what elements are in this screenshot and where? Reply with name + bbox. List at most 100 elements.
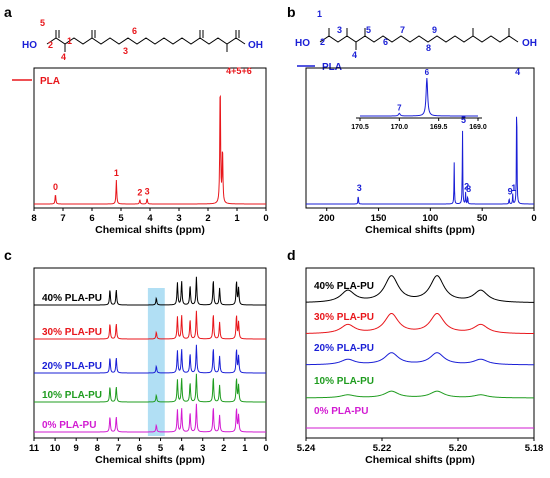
plot-frame: [305, 267, 535, 439]
structure-a: HO OH 5 2 1 4 3 6: [22, 18, 263, 62]
x-tick-label: 2: [205, 213, 210, 224]
legend-label-a: PLA: [40, 76, 60, 87]
x-tick-label: 3: [176, 213, 181, 224]
x-tick-label: 11: [29, 443, 40, 454]
peak-label: 4: [515, 67, 520, 77]
panel-label-d: d: [287, 247, 296, 263]
struct-a-num: 1: [67, 36, 72, 46]
x-tick-label: 0: [263, 213, 268, 224]
x-tick-label: 6: [89, 213, 94, 224]
struct-a-oh: OH: [248, 40, 263, 51]
spectrum-0: [305, 275, 534, 303]
peak-label: 1: [511, 183, 516, 193]
series-label: 20% PLA-PU: [42, 361, 102, 372]
chart-d: 5.24 5.22 5.20 5.18 Chemical shifts (ppm) 40%…: [297, 267, 544, 466]
peak-label: 8: [466, 184, 471, 194]
struct-b-num: 9: [432, 25, 437, 35]
series-label: 10% PLA-PU: [314, 376, 374, 387]
series-label: 40% PLA-PU: [42, 293, 102, 304]
x-tick-label: 7: [116, 443, 121, 454]
plot-frame: [305, 67, 535, 209]
x-tick-label: 10: [50, 443, 61, 454]
x-axis-label: Chemical shifts (ppm): [365, 454, 475, 466]
series-label: 0% PLA-PU: [314, 406, 368, 417]
x-tick-label: 9: [74, 443, 79, 454]
struct-b-ho: HO: [295, 38, 310, 49]
spectrum-0: [34, 276, 266, 306]
struct-a-num: 5: [40, 18, 45, 28]
spectrum-line: [306, 116, 534, 205]
x-tick-label: 5.20: [449, 443, 468, 454]
x-tick-label: 3: [200, 443, 205, 454]
struct-a-num: 6: [132, 26, 137, 36]
spectrum-2: [34, 344, 266, 374]
series-label: 30% PLA-PU: [314, 312, 374, 323]
inset-spectrum: [360, 77, 478, 117]
x-tick-label: 1: [242, 443, 248, 454]
plot-frame: [33, 67, 267, 209]
spectrum-4: [34, 403, 266, 433]
x-axis-label: Chemical shifts (ppm): [365, 224, 475, 236]
peak-label: 0: [53, 182, 58, 192]
x-tick-label: 5: [158, 443, 164, 454]
series-label: 40% PLA-PU: [314, 281, 374, 292]
x-tick-label: 0: [531, 213, 536, 224]
x-tick-label: 5.22: [373, 443, 392, 454]
chart-b: 200 150 100 50 0 Chemical shifts (ppm) 3 5 28 1 4 9…: [305, 67, 537, 236]
series-label: 10% PLA-PU: [42, 390, 102, 401]
spectrum-line: [34, 94, 266, 205]
peak-label: 5: [461, 115, 466, 125]
x-tick-label: 4: [179, 443, 185, 454]
plot-frame: [33, 267, 267, 439]
x-tick-label: 150: [371, 213, 387, 224]
inset-peak-label: 7: [397, 103, 402, 112]
panel-label-b: b: [287, 4, 296, 20]
peak-label: 1: [114, 168, 119, 178]
spectrum-3: [34, 373, 266, 403]
x-tick-label: 7: [60, 213, 65, 224]
struct-b-num: 5: [366, 25, 371, 35]
x-tick-label: 6: [137, 443, 142, 454]
inset-tick-label: 170.0: [391, 124, 409, 131]
x-tick-label: 8: [95, 443, 100, 454]
struct-b-num: 1: [317, 9, 322, 19]
x-tick-label: 1: [234, 213, 240, 224]
struct-b-num: 6: [383, 37, 388, 47]
x-tick-label: 5.18: [525, 443, 544, 454]
panel-label-c: c: [4, 247, 12, 263]
struct-a-ho: HO: [22, 40, 37, 51]
struct-b-num: 2: [320, 37, 325, 47]
struct-a-num: 4: [61, 52, 66, 62]
x-axis-label: Chemical shifts (ppm): [95, 454, 205, 466]
peak-label: 3: [145, 186, 150, 196]
x-tick-label: 4: [147, 213, 153, 224]
struct-b-num: 7: [400, 25, 405, 35]
panel-label-a: a: [4, 4, 12, 20]
struct-b-num: 4: [352, 50, 357, 60]
struct-b-oh: OH: [522, 38, 537, 49]
spectrum-1: [34, 310, 266, 340]
inset-tick-label: 169.5: [430, 124, 448, 131]
series-label: 0% PLA-PU: [42, 420, 96, 431]
struct-a-num: 3: [123, 46, 128, 56]
struct-a-num: 2: [48, 40, 53, 50]
x-axis-label: Chemical shifts (ppm): [95, 224, 205, 236]
x-tick-label: 0: [263, 443, 268, 454]
x-tick-label: 2: [221, 443, 226, 454]
series-label: 30% PLA-PU: [42, 327, 102, 338]
peak-label: 4+5+6: [226, 66, 252, 76]
spectrum-2: [305, 352, 535, 366]
peak-label: 2: [464, 182, 469, 192]
inset-tick-label: 169.0: [469, 124, 487, 131]
series-label: 20% PLA-PU: [314, 343, 374, 354]
peak-label: 9: [508, 187, 513, 197]
x-tick-label: 8: [31, 213, 36, 224]
inset-peak-label: 6: [425, 68, 430, 77]
structure-b: HO OH 1 2 3 4 5 6 7 8 9: [295, 9, 537, 60]
x-tick-label: 50: [477, 213, 488, 224]
struct-b-num: 3: [337, 25, 342, 35]
x-tick-label: 100: [422, 213, 438, 224]
